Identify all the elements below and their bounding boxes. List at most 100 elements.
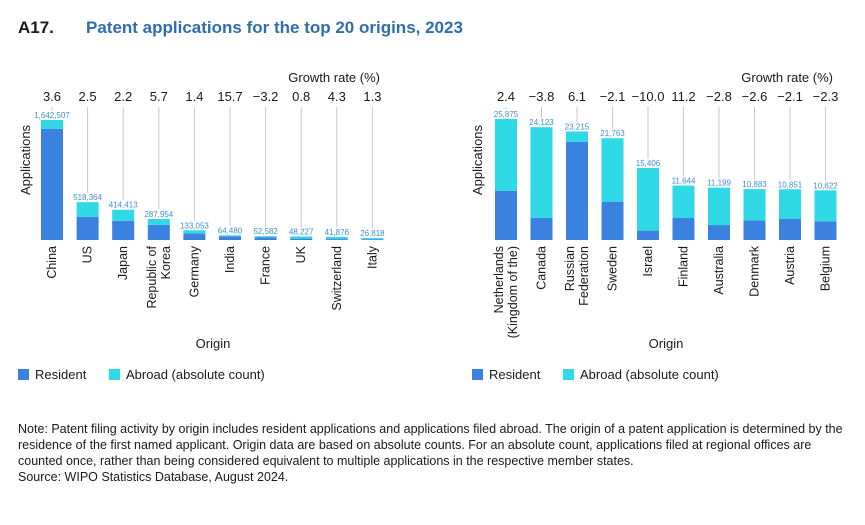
source-text: Source: WIPO Statistics Database, August… [18,470,289,484]
bar-abroad [41,120,63,129]
legend-label-abroad: Abroad (absolute count) [126,367,265,382]
total-data-label: 1,642,507 [34,111,70,120]
total-data-label: 414,413 [109,201,138,210]
total-data-label: 52,582 [253,227,278,236]
x-axis-title: Origin [196,336,231,351]
growth-rate-value: −3.2 [253,89,279,104]
bar-abroad [601,138,624,202]
bar-abroad [814,190,837,222]
growth-rate-value: −2.8 [706,89,732,104]
legend-swatch-abroad [109,369,120,380]
total-data-label: 11,199 [707,179,731,188]
bar-abroad [147,218,170,225]
bar-resident [708,225,730,240]
legend-swatch-resident [18,369,29,380]
category-label: Germany [187,245,201,297]
category-label: Belgium [819,246,833,291]
bar-resident [814,221,837,240]
category-label: Finland [677,246,691,287]
category-label: Federation [577,246,591,306]
chart-panel-right: Growth rate (%) Applications Origin 2.4 25,8… [470,70,838,382]
growth-rate-value: −10.0 [632,89,665,104]
bar-resident [290,238,313,240]
bar-resident [112,220,135,240]
y-axis-title: Applications [470,124,485,195]
category-label: Japan [116,246,130,280]
bar-resident [254,237,277,240]
chart-panel-left: Growth rate (%) Applications Origin 3.6 1,64… [18,70,385,382]
growth-rate-value: 5.7 [150,89,168,104]
legend-label-abroad: Abroad (absolute count) [580,367,719,382]
bar-abroad [530,127,553,219]
bar-resident [147,224,170,240]
bar-abroad [743,189,766,221]
category-label: China [45,246,59,279]
bar-abroad [112,209,135,221]
category-label: Israel [641,246,655,277]
category-label: UK [294,245,308,263]
growth-rate-value: 2.5 [79,89,97,104]
growth-rate-value: −2.3 [813,89,839,104]
bar-abroad [672,185,695,219]
growth-rate-value: −3.8 [529,89,555,104]
category-label: India [223,246,237,273]
total-data-label: 10,851 [778,180,803,189]
bar-abroad [254,236,277,238]
figure-id: A17. [18,18,54,37]
growth-rate-title: Growth rate (%) [741,70,833,85]
bar-resident [495,190,517,240]
growth-rate-value: −2.6 [742,89,768,104]
growth-rate-value: −2.1 [777,89,803,104]
bar-resident [743,220,766,240]
figure: A17. Patent applications for the top 20 … [18,18,838,382]
bar-abroad [361,238,384,240]
bar-abroad [219,235,241,237]
growth-rate-value: 2.2 [114,89,132,104]
total-data-label: 518,364 [73,193,102,202]
bar-abroad [779,189,801,219]
bar-abroad [637,167,659,231]
bar-abroad [566,131,588,142]
growth-rate-value: 15.7 [217,89,242,104]
growth-rate-value: 6.1 [568,89,586,104]
growth-rate-value: 11.2 [671,89,695,104]
total-data-label: 10,622 [813,181,838,190]
category-label: Australia [712,246,726,295]
x-axis-title: Origin [649,336,684,351]
bar-resident [41,128,63,240]
bar-abroad [495,119,517,191]
total-data-label: 25,875 [494,110,519,119]
bar-abroad [708,187,730,226]
category-label: France [259,246,273,285]
bar-resident [76,216,99,240]
growth-rate-value: 0.8 [292,89,310,104]
bar-resident [779,218,801,240]
legend-swatch-resident [472,369,483,380]
bar-resident [325,239,348,240]
y-axis-title: Applications [18,124,33,195]
bar-abroad [76,202,99,217]
category-label: Republic of [145,245,159,308]
total-data-label: 64,480 [218,226,243,235]
bar-resident [637,230,659,240]
bar-abroad [183,230,206,234]
bar-resident [530,218,553,240]
category-label: Sweden [606,246,620,291]
total-data-label: 48,227 [289,227,314,236]
note-text: Note: Patent filing activity by origin i… [18,422,843,468]
growth-rate-value: 3.6 [43,89,61,104]
growth-rate-title: Growth rate (%) [288,70,380,85]
category-label: Switzerland [330,246,344,311]
total-data-label: 133,053 [180,221,209,230]
total-data-label: 21,763 [600,129,625,138]
category-label: Canada [535,246,549,290]
bar-resident [361,239,384,240]
total-data-label: 23,215 [565,122,590,131]
category-label: Korea [159,246,173,279]
total-data-label: 41,876 [325,228,350,237]
category-label: Russian [563,246,577,291]
total-data-label: 15,406 [636,159,661,168]
total-data-label: 287,954 [144,210,173,219]
legend-swatch-abroad [563,369,574,380]
bar-abroad [325,236,348,240]
